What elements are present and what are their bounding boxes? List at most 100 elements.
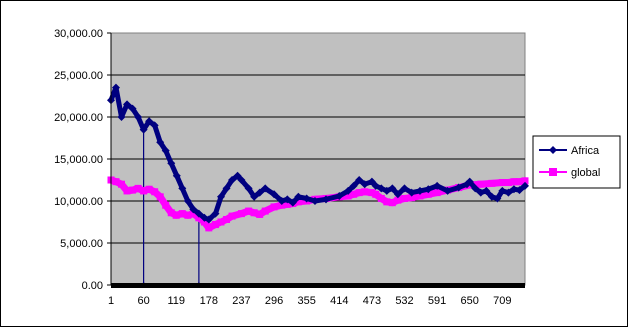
data-point bbox=[360, 180, 369, 189]
legend-label: global bbox=[571, 167, 600, 179]
data-point bbox=[237, 176, 246, 184]
data-point bbox=[216, 192, 225, 201]
data-point bbox=[415, 186, 424, 195]
legend-item-global: global bbox=[539, 167, 600, 179]
data-point bbox=[288, 198, 297, 207]
data-point bbox=[465, 177, 474, 186]
data-point bbox=[183, 197, 192, 205]
data-point bbox=[270, 190, 279, 199]
data-point bbox=[200, 218, 208, 226]
data-point bbox=[335, 191, 344, 200]
data-point bbox=[255, 188, 264, 197]
data-point bbox=[388, 184, 397, 193]
x-tick-label: 473 bbox=[363, 295, 381, 307]
data-point bbox=[504, 179, 512, 187]
y-tick-label: 15,000.00 bbox=[54, 154, 103, 166]
series-layer bbox=[107, 83, 529, 288]
y-tick-label: 20,000.00 bbox=[54, 112, 103, 124]
data-point bbox=[510, 178, 518, 186]
data-point bbox=[322, 195, 331, 204]
data-point bbox=[156, 193, 164, 201]
data-point bbox=[178, 210, 186, 218]
x-tick-label: 650 bbox=[461, 295, 479, 307]
data-point bbox=[123, 100, 132, 109]
data-point bbox=[117, 113, 126, 121]
y-tick-label: 0.00 bbox=[82, 280, 103, 292]
data-point bbox=[482, 186, 491, 195]
data-point bbox=[172, 171, 181, 180]
data-point bbox=[424, 190, 432, 198]
data-point bbox=[145, 117, 154, 126]
data-point bbox=[509, 185, 518, 194]
x-tick-label: 414 bbox=[330, 295, 348, 307]
data-point bbox=[371, 181, 380, 190]
data-point bbox=[118, 180, 126, 188]
legend-item-africa: Africa bbox=[539, 145, 600, 157]
data-point bbox=[194, 209, 203, 218]
x-tick-label: 532 bbox=[395, 295, 413, 307]
y-axis: 0.00 5,000.00 10,000.00 15,000.00 20,000.00 2… bbox=[54, 28, 112, 292]
data-point bbox=[310, 197, 319, 205]
data-point bbox=[211, 221, 219, 229]
x-axis-line bbox=[111, 283, 525, 288]
data-point bbox=[250, 209, 258, 217]
x-tick-label: 178 bbox=[200, 295, 218, 307]
x-axis: 1 60 119 178 237 296 355 414 473 532 591 650 709 bbox=[108, 283, 525, 307]
data-point bbox=[184, 211, 192, 219]
data-point bbox=[471, 184, 480, 193]
data-point bbox=[433, 181, 442, 190]
legend-label: Africa bbox=[571, 145, 600, 157]
data-point bbox=[167, 159, 176, 168]
y-tick-label: 25,000.00 bbox=[54, 70, 103, 82]
data-point bbox=[344, 186, 353, 195]
data-point bbox=[368, 189, 376, 197]
data-point bbox=[521, 177, 529, 185]
data-point bbox=[233, 171, 242, 180]
data-point bbox=[211, 209, 220, 218]
y-tick-label: 30,000.00 bbox=[54, 28, 103, 40]
data-point bbox=[372, 190, 380, 198]
data-point bbox=[400, 184, 409, 193]
data-point bbox=[156, 138, 165, 147]
data-point bbox=[189, 210, 197, 218]
data-point bbox=[123, 187, 131, 195]
data-point bbox=[167, 209, 175, 217]
data-point bbox=[228, 212, 236, 220]
data-point bbox=[515, 178, 523, 186]
data-point bbox=[388, 199, 396, 207]
data-point bbox=[493, 194, 502, 203]
data-point bbox=[367, 177, 376, 186]
data-point bbox=[228, 176, 237, 184]
data-point bbox=[204, 215, 213, 224]
data-point bbox=[302, 194, 311, 203]
data-point bbox=[261, 184, 270, 193]
data-point bbox=[111, 83, 120, 92]
data-point bbox=[344, 192, 352, 200]
series-africa bbox=[107, 83, 529, 224]
data-point bbox=[498, 186, 507, 195]
data-point bbox=[401, 194, 409, 202]
data-point bbox=[393, 190, 402, 199]
data-point bbox=[244, 184, 253, 193]
data-point bbox=[270, 203, 278, 211]
data-point bbox=[237, 210, 245, 218]
data-point bbox=[140, 187, 148, 195]
data-point bbox=[222, 184, 231, 193]
data-point bbox=[294, 198, 302, 206]
data-point bbox=[377, 184, 386, 193]
y-tick-label: 10,000.00 bbox=[54, 196, 103, 208]
data-point bbox=[278, 201, 286, 209]
data-point bbox=[178, 184, 187, 193]
data-point bbox=[145, 185, 153, 193]
data-point bbox=[355, 189, 363, 197]
data-point bbox=[407, 188, 416, 197]
data-point bbox=[394, 196, 402, 204]
legend-box bbox=[532, 135, 621, 189]
data-point bbox=[383, 198, 391, 206]
data-point bbox=[433, 189, 441, 197]
data-point bbox=[488, 179, 496, 187]
data-point bbox=[521, 181, 529, 190]
data-point bbox=[283, 200, 291, 208]
data-point bbox=[454, 183, 463, 192]
x-tick-label: 1 bbox=[108, 295, 114, 307]
